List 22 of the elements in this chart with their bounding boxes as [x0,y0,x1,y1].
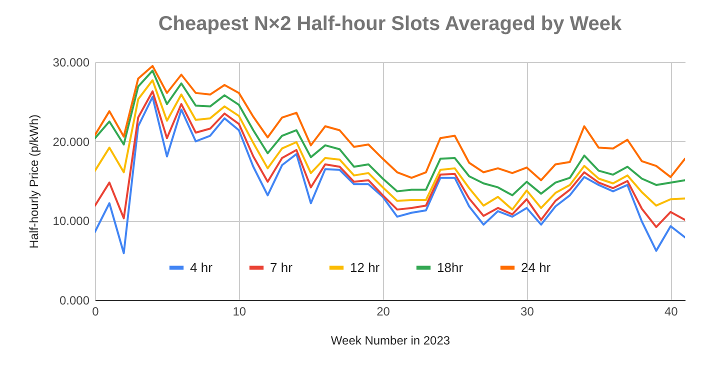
legend-label: 24 hr [521,260,552,275]
y-tick-label: 0.000 [59,294,90,308]
chart-title: Cheapest N×2 Half-hour Slots Averaged by Week [158,13,623,35]
legend-label: 7 hr [270,260,294,275]
line-series [95,90,685,228]
y-tick-label: 10.000 [52,214,90,228]
line-series [95,79,685,211]
legend-label: 4 hr [190,260,214,275]
legend-label: 12 hr [350,260,380,275]
line-series [95,70,685,196]
x-tick-label: 10 [232,304,246,318]
legend-label: 18hr [437,260,464,275]
x-axis-title: Week Number in 2023 [330,334,450,348]
line-series [95,96,685,254]
x-tick-label: 0 [92,304,100,318]
line-series [95,64,685,182]
y-tick-label: 20.000 [52,134,90,149]
y-axis-title: Half-hourly Price (p/kWh) [26,114,41,249]
x-tick-label: 20 [376,304,390,318]
x-tick-label: 30 [520,304,534,318]
x-tick-label: 40 [664,304,678,318]
y-tick-label: 30.000 [52,56,90,70]
